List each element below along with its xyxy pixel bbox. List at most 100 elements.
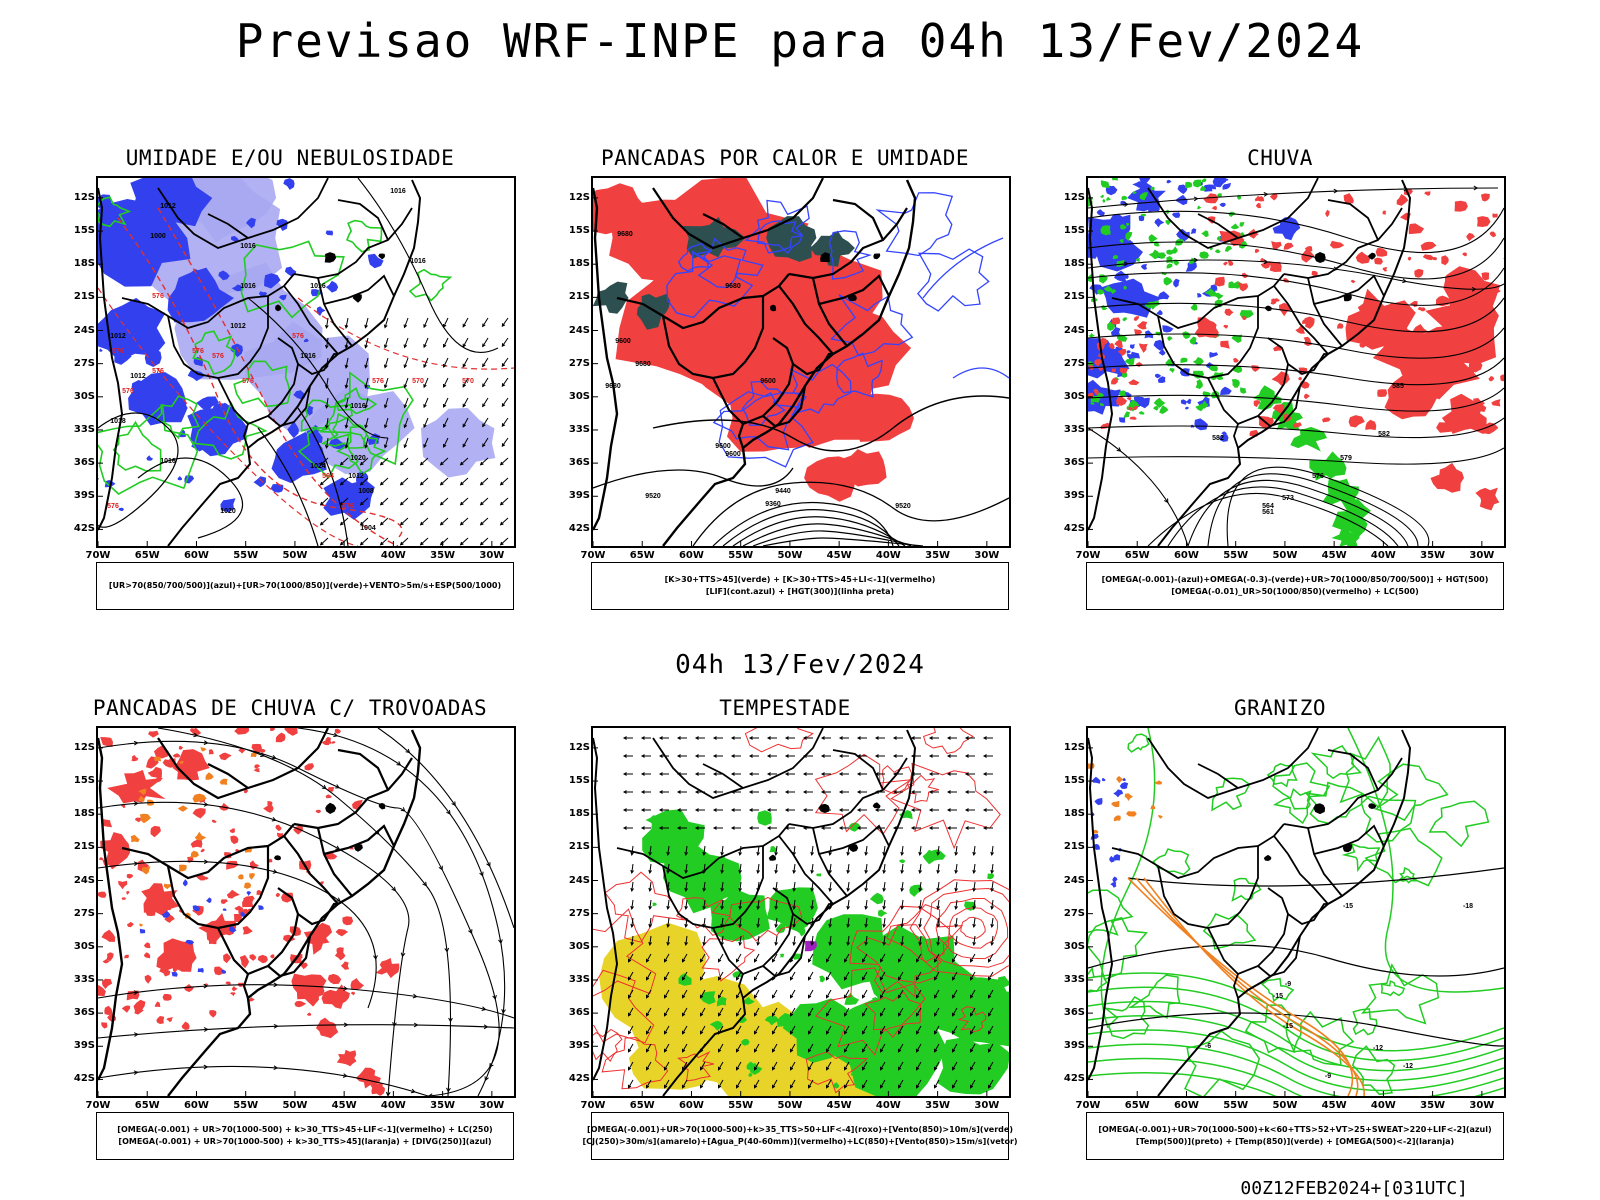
lat-tick-label: 24S bbox=[1063, 324, 1085, 336]
field-speck bbox=[159, 968, 171, 977]
wind-arrowhead bbox=[946, 826, 951, 830]
field-speck bbox=[1094, 359, 1102, 367]
field-speck bbox=[1163, 276, 1173, 286]
wind-arrowhead bbox=[754, 1066, 758, 1071]
field-speck bbox=[1219, 230, 1233, 242]
field-speck bbox=[1222, 182, 1231, 190]
contour-label: 576 bbox=[372, 378, 384, 385]
field-speck bbox=[1489, 231, 1496, 238]
contour-line bbox=[1327, 199, 1379, 241]
wind-arrowhead bbox=[756, 905, 760, 910]
contour-line bbox=[345, 219, 383, 253]
field-speck bbox=[716, 996, 727, 1007]
wind-arrowhead bbox=[790, 1066, 794, 1071]
wind-vector bbox=[423, 437, 429, 448]
contour-line bbox=[217, 887, 300, 976]
field-speck bbox=[154, 1001, 161, 1007]
wind-vector bbox=[440, 457, 449, 466]
contour-line bbox=[240, 240, 345, 319]
lat-tick-label: 12S bbox=[1063, 191, 1085, 203]
wind-vector bbox=[480, 497, 489, 506]
wind-vector bbox=[326, 317, 329, 328]
wind-vector bbox=[739, 881, 742, 891]
wind-vector bbox=[829, 863, 832, 873]
wind-arrowhead bbox=[864, 851, 868, 856]
field-speck bbox=[819, 975, 825, 983]
wind-arrowhead bbox=[754, 1048, 758, 1053]
field-speck bbox=[189, 269, 200, 280]
contour-line bbox=[166, 846, 270, 930]
wind-vector bbox=[847, 899, 850, 909]
wind-vector bbox=[721, 863, 724, 873]
field-speck bbox=[101, 1022, 108, 1029]
legend-text: [OMEGA(-0.001)-(azul)+OMEGA(-0.3)-(verde… bbox=[1101, 575, 1489, 584]
map-layer bbox=[98, 728, 514, 1096]
wind-arrowhead bbox=[916, 994, 920, 999]
wind-arrowhead bbox=[918, 851, 922, 856]
wind-vector bbox=[775, 845, 778, 855]
contour-line bbox=[788, 757, 908, 829]
wind-vector bbox=[649, 845, 652, 855]
field-area bbox=[370, 1082, 385, 1096]
wind-vector bbox=[460, 497, 469, 506]
field-speck bbox=[1482, 422, 1499, 435]
lat-tick-label: 30S bbox=[73, 940, 95, 952]
wind-arrowhead bbox=[748, 826, 753, 830]
contour-line bbox=[712, 501, 894, 546]
contour-label: 576 bbox=[112, 348, 124, 355]
wind-vector bbox=[793, 881, 796, 891]
wind-arrowhead bbox=[319, 521, 324, 526]
wind-vector bbox=[462, 317, 469, 328]
lat-tick-label: 21S bbox=[73, 841, 95, 853]
field-speck bbox=[1125, 231, 1133, 241]
wind-arrowhead bbox=[916, 1048, 920, 1053]
field-speck bbox=[249, 873, 255, 880]
field-speck bbox=[1365, 419, 1377, 431]
field-speck bbox=[99, 857, 104, 861]
wind-vector bbox=[754, 1007, 760, 1017]
wind-arrowhead bbox=[700, 1012, 704, 1017]
wind-arrowhead bbox=[970, 1030, 974, 1035]
wind-arrowhead bbox=[736, 1030, 740, 1035]
panel-title: GRANIZO bbox=[1233, 696, 1326, 720]
contour-line bbox=[1327, 749, 1379, 791]
wind-vector bbox=[462, 337, 469, 348]
wind-vector bbox=[847, 863, 850, 873]
wind-arrowhead bbox=[364, 404, 368, 409]
field-speck bbox=[1166, 263, 1173, 269]
wind-arrowhead bbox=[918, 923, 922, 928]
field-speck bbox=[99, 348, 103, 352]
wind-vector bbox=[808, 953, 814, 963]
field-speck bbox=[1158, 815, 1163, 819]
lake bbox=[873, 253, 881, 260]
field-speck bbox=[156, 405, 173, 420]
wind-vector bbox=[937, 917, 940, 927]
field-speck bbox=[203, 412, 209, 418]
field-speck bbox=[1185, 259, 1197, 272]
wind-arrowhead bbox=[880, 958, 884, 963]
field-speck bbox=[1158, 348, 1166, 356]
wind-vector bbox=[649, 863, 652, 873]
panel-title: TEMPESTADE bbox=[719, 696, 851, 720]
wind-vector bbox=[480, 537, 489, 546]
streamline-arrow bbox=[335, 784, 341, 789]
wind-arrowhead bbox=[844, 1030, 848, 1035]
wind-arrowhead bbox=[658, 772, 663, 776]
streamline-arrow bbox=[343, 986, 349, 991]
wind-arrowhead bbox=[928, 826, 933, 830]
field-speck bbox=[1138, 397, 1150, 409]
wind-vector bbox=[718, 1043, 724, 1053]
wind-arrowhead bbox=[828, 923, 832, 928]
wind-arrowhead bbox=[482, 423, 486, 428]
field-speck bbox=[126, 874, 134, 879]
wind-arrowhead bbox=[900, 941, 904, 946]
field-speck bbox=[1162, 325, 1174, 333]
wind-vector bbox=[808, 1043, 814, 1053]
field-speck bbox=[226, 860, 239, 870]
contour-line bbox=[1307, 827, 1343, 897]
field-speck bbox=[1500, 374, 1504, 382]
wind-arrowhead bbox=[339, 481, 344, 486]
wind-vector bbox=[739, 845, 742, 855]
contour-line bbox=[1127, 733, 1150, 753]
field-speck bbox=[1231, 334, 1243, 343]
